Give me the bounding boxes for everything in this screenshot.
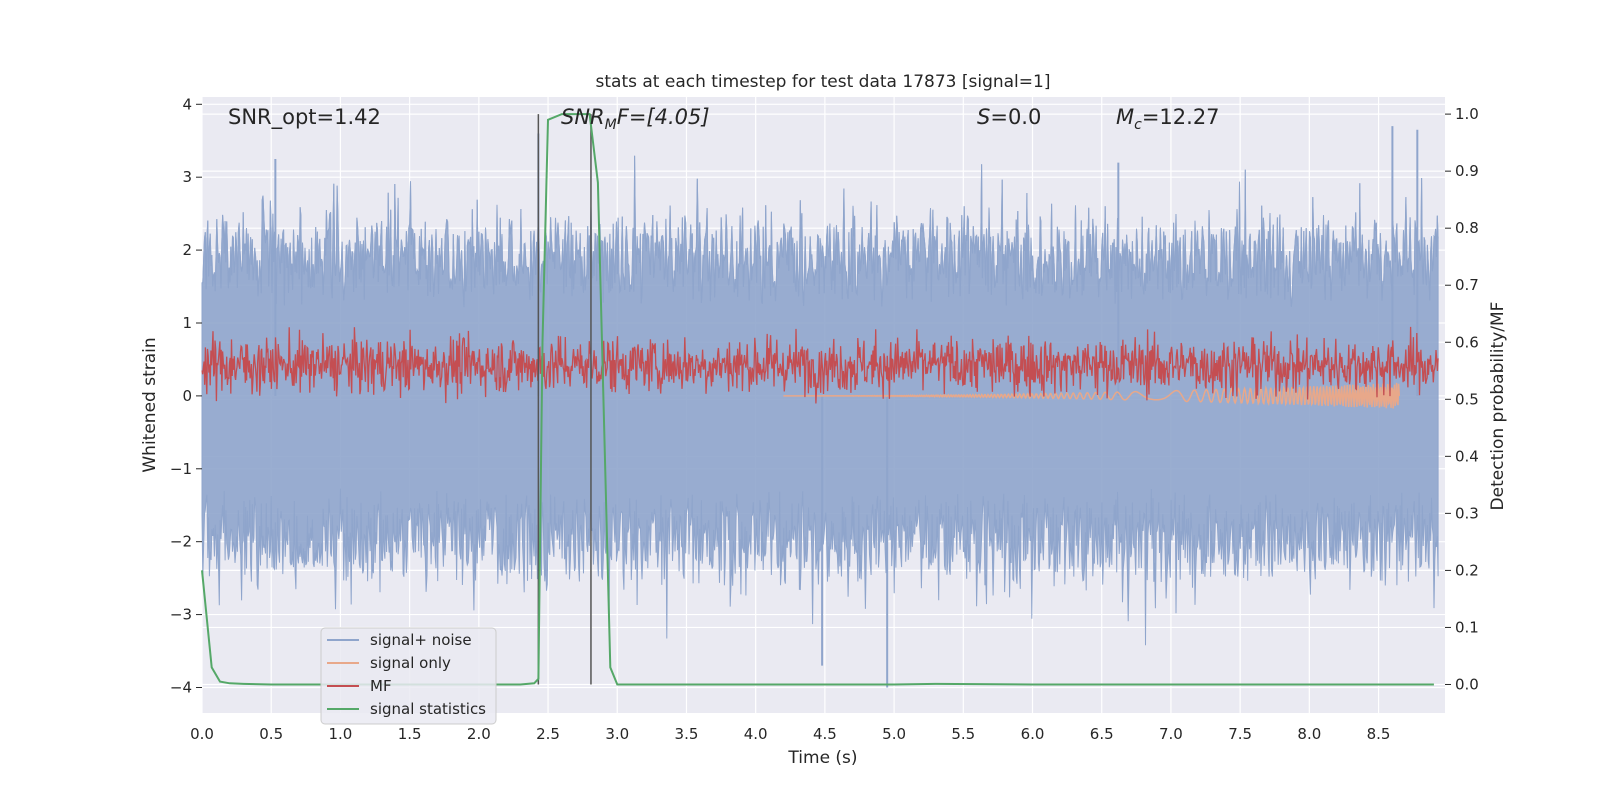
right-tick-label: 0.5 bbox=[1455, 390, 1479, 408]
right-tick-label: 0.6 bbox=[1455, 333, 1479, 351]
x-tick-label: 8.5 bbox=[1367, 725, 1391, 743]
series-signal-statistics bbox=[201, 113, 1434, 686]
x-axis-ticks: 0.0 0.5 1.0 1.5 2.0 2.5 3.0 3.5 4.0 4.5 5.0 5.5 6.0 6… bbox=[190, 725, 1390, 743]
legend-label-mf: MF bbox=[370, 677, 392, 695]
left-tick-label: −3 bbox=[170, 606, 192, 624]
left-tick-label: −4 bbox=[170, 678, 192, 696]
left-tick-label: 0 bbox=[182, 387, 192, 405]
x-tick-label: 4.0 bbox=[744, 725, 768, 743]
y-axis-right-label: Detection probability/MF bbox=[1488, 302, 1508, 511]
chart-title: stats at each timestep for test data 178… bbox=[596, 72, 1051, 92]
right-tick-label: 0.8 bbox=[1455, 219, 1479, 237]
x-tick-label: 6.5 bbox=[1090, 725, 1114, 743]
right-tick-label: 0.4 bbox=[1455, 447, 1479, 465]
x-tick-label: 3.0 bbox=[605, 725, 629, 743]
x-tick-label: 8.0 bbox=[1297, 725, 1321, 743]
x-tick-label: 1.5 bbox=[398, 725, 422, 743]
legend-label-signal-statistics: signal statistics bbox=[370, 700, 486, 718]
left-tick-label: −1 bbox=[170, 460, 192, 478]
right-tick-label: 0.2 bbox=[1455, 561, 1479, 579]
series-signal-only bbox=[783, 382, 1401, 409]
legend-label-signal-noise: signal+ noise bbox=[370, 631, 472, 649]
y-axis-left-label: Whitened strain bbox=[140, 337, 160, 472]
series-signal-noise bbox=[201, 126, 1439, 688]
left-tick-label: 4 bbox=[182, 95, 192, 113]
right-tick-label: 0.7 bbox=[1455, 276, 1479, 294]
x-tick-label: 0.5 bbox=[259, 725, 283, 743]
left-tick-label: 2 bbox=[182, 241, 192, 259]
right-tick-label: 0.1 bbox=[1455, 618, 1479, 636]
left-tick-label: −2 bbox=[170, 533, 192, 551]
vertical-markers bbox=[537, 114, 592, 685]
right-axis-ticks: 1.0 0.9 0.8 0.7 0.6 0.5 0.4 0.3 0.2 0.1 0.0 bbox=[1445, 105, 1479, 693]
legend-box bbox=[320, 627, 497, 725]
x-tick-label: 0.0 bbox=[190, 725, 214, 743]
x-tick-label: 1.0 bbox=[328, 725, 352, 743]
x-tick-label: 5.5 bbox=[951, 725, 975, 743]
right-tick-label: 0.9 bbox=[1455, 162, 1479, 180]
annotation-snr-mf: SNRMF=[4.05] bbox=[561, 105, 710, 133]
x-tick-label: 2.0 bbox=[467, 725, 491, 743]
x-axis-label: Time (s) bbox=[787, 748, 857, 768]
x-tick-label: 7.5 bbox=[1228, 725, 1252, 743]
x-tick-label: 3.5 bbox=[675, 725, 699, 743]
series-mf bbox=[201, 326, 1439, 404]
right-tick-label: 0.3 bbox=[1455, 504, 1479, 522]
signal-only-line bbox=[783, 382, 1401, 409]
right-tick-label: 1.0 bbox=[1455, 105, 1479, 123]
signal-noise-upper-trace bbox=[201, 155, 1439, 308]
x-tick-label: 6.0 bbox=[1021, 725, 1045, 743]
signal-statistics-line bbox=[201, 113, 1434, 686]
left-axis-ticks: 4 3 2 1 0 −1 −2 −3 −4 bbox=[170, 95, 202, 696]
x-tick-label: 7.0 bbox=[1159, 725, 1183, 743]
legend: signal+ noise signal only MF signal stat… bbox=[320, 627, 497, 725]
annotation-snr-opt: SNR_opt=1.42 bbox=[228, 105, 381, 130]
annotation-mc: Mc=12.27 bbox=[1116, 105, 1220, 133]
x-tick-label: 4.5 bbox=[813, 725, 837, 743]
annotation-s: S=0.0 bbox=[977, 105, 1041, 129]
right-tick-label: 0.0 bbox=[1455, 675, 1479, 693]
x-tick-label: 2.5 bbox=[536, 725, 560, 743]
x-tick-label: 5.0 bbox=[882, 725, 906, 743]
left-tick-label: 1 bbox=[182, 314, 192, 332]
left-tick-label: 3 bbox=[182, 168, 192, 186]
mf-line bbox=[201, 326, 1439, 404]
legend-label-signal-only: signal only bbox=[370, 654, 451, 672]
